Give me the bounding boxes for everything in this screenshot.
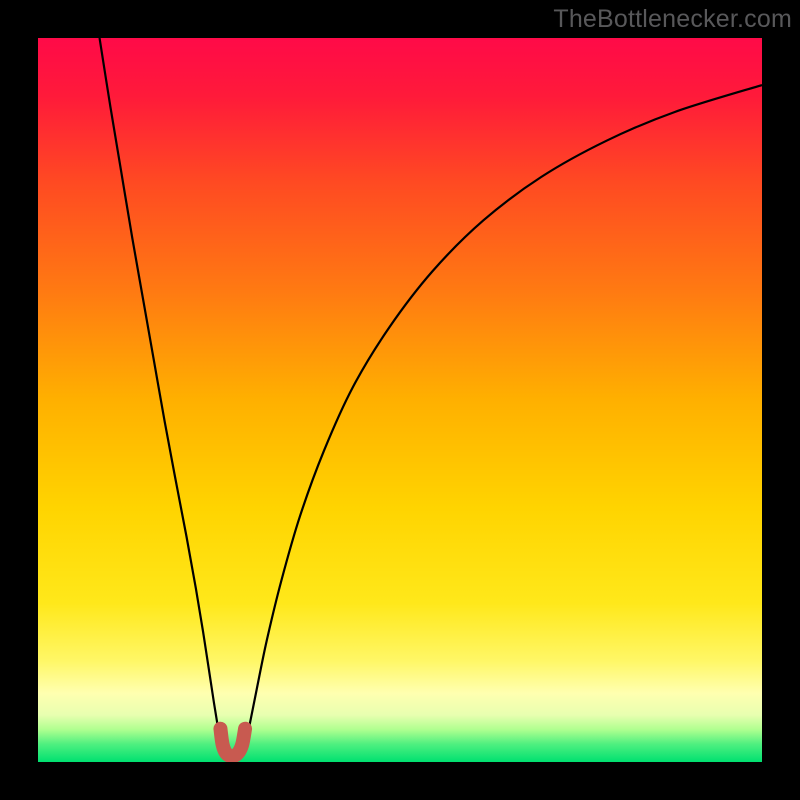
bottleneck-chart xyxy=(38,38,762,762)
watermark-text: TheBottlenecker.com xyxy=(553,5,792,34)
chart-background xyxy=(38,38,762,762)
